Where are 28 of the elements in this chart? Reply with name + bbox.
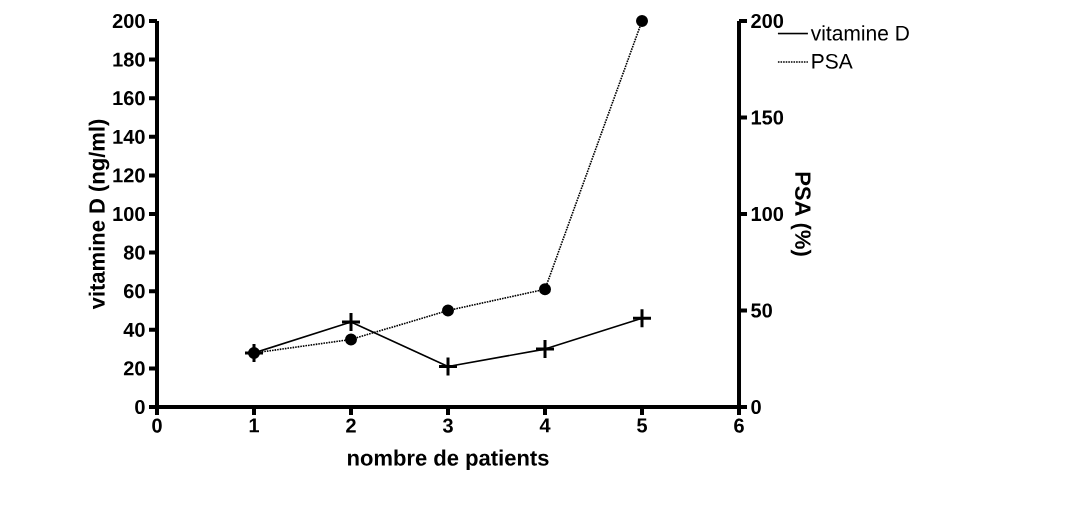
x-tick-label: 0 [152,418,162,433]
y-tick-label: 180 [113,52,145,67]
x-tick-label: 5 [637,418,648,433]
y-tick-label: 20 [123,361,145,376]
y-tick-label: 200 [112,13,145,29]
x-tick-label: 6 [734,418,744,433]
y-tick-label: 160 [113,91,145,106]
x-axis-title: nombre de patients [348,449,549,471]
y2-axis-title: PSA (%) [790,172,812,256]
y-tick-label: 80 [123,245,145,260]
y-tick-label: 0 [135,399,145,415]
x-tick-label: 4 [539,418,551,433]
y2-tick-label: 200 [751,13,784,29]
y-tick-label: 140 [113,129,145,144]
y-axis-title: vitamine D (ng/ml) [88,119,110,310]
y2-tick-label: 100 [751,206,784,222]
y-tick-label: 40 [123,322,145,337]
y2-tick-label: 150 [751,110,784,125]
y-tick-label: 120 [113,168,145,183]
x-tick-label: 2 [346,418,356,433]
x-tick-label: 3 [442,418,453,433]
y-tick-label: 60 [123,284,145,299]
y2-tick-label: 50 [751,303,772,318]
x-tick-label: 1 [249,418,259,433]
legend-label: PSA [812,53,853,69]
legend-label: vitamine D [810,25,909,41]
y-tick-label: 100 [113,206,145,222]
y2-tick-label: 0 [751,399,761,415]
